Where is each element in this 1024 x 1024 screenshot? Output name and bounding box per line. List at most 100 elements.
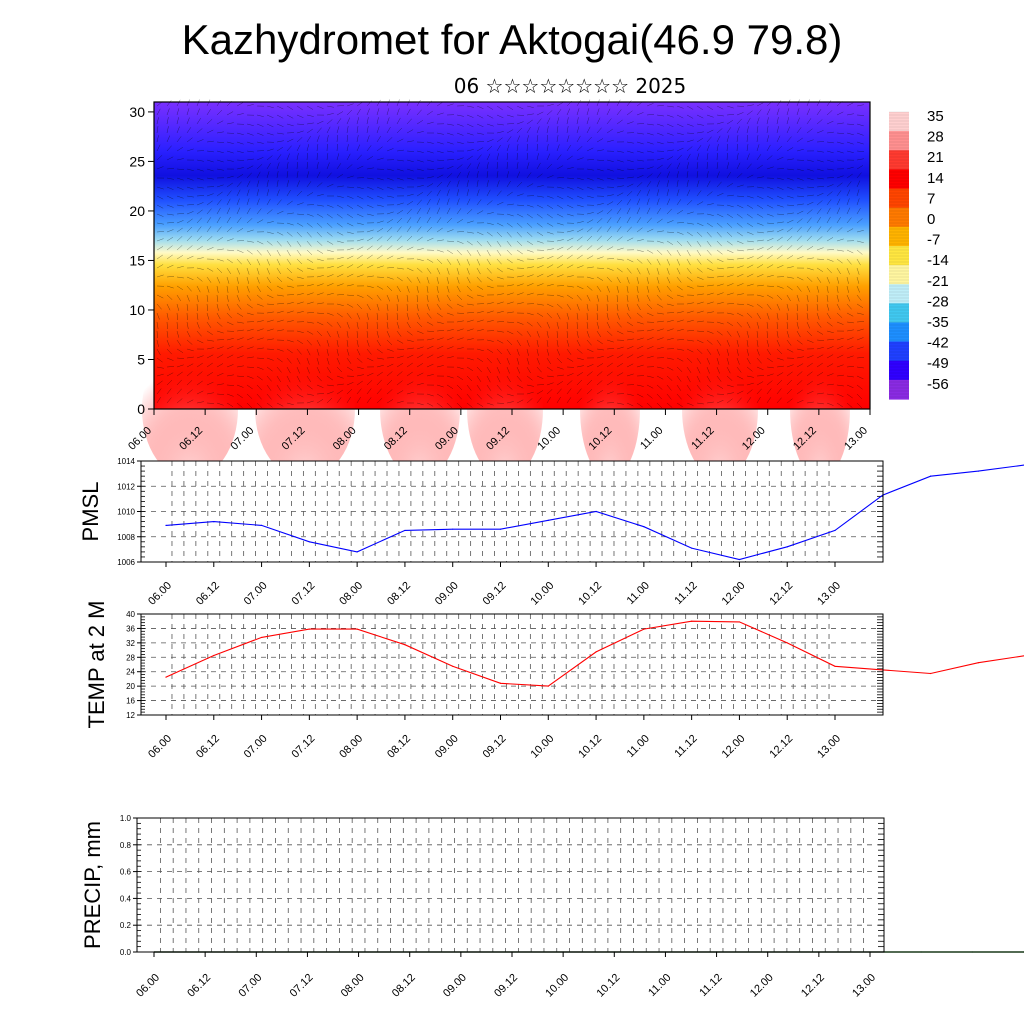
data-point [786, 546, 788, 548]
data-point [643, 628, 645, 630]
y-tick-label: 20 [129, 203, 145, 219]
colorbar-swatch [889, 341, 909, 362]
colorbar-swatch [889, 245, 909, 266]
minor-ticks [141, 613, 883, 716]
x-tick-label: 06.00 [134, 972, 162, 1000]
colorbar-swatch [889, 169, 909, 190]
y-tick-label: 0.6 [120, 868, 132, 877]
x-tick-label: 08.00 [339, 972, 367, 1000]
data-point [404, 529, 406, 532]
data-point [595, 510, 597, 513]
wind-barb-row [156, 161, 864, 172]
data-point [971, 951, 973, 953]
chart-subtitle: 06 ☆☆☆☆☆☆☆☆ 2025 [453, 74, 687, 98]
y-tick-label: 12 [126, 711, 135, 720]
wind-barb-row [156, 245, 863, 257]
precipitation-panel: 0.0 0.2 0.4 0.6 0.8 1.0 06.00 06.12 07.00 07.12 08… [80, 814, 1024, 1000]
x-tick-label: 09.12 [492, 972, 520, 1000]
colorbar-label: -49 [927, 355, 949, 372]
x-tick-label: 10.12 [576, 733, 604, 761]
x-tick-label: 09.00 [441, 972, 469, 1000]
wind-barb-row [156, 264, 860, 275]
colorbar-swatch [889, 226, 909, 247]
colorbar-swatch [889, 265, 909, 285]
wind-barb-row [156, 319, 865, 330]
wind-barb-row [156, 292, 862, 303]
data-point [691, 547, 693, 549]
y-tick-label: 0.8 [120, 841, 132, 850]
wind-barb-row [156, 354, 865, 365]
x-tick-label: 10.00 [528, 733, 556, 761]
x-tick-label: 08.12 [390, 972, 418, 1000]
data-point [452, 665, 454, 667]
x-tick-label: 09.00 [433, 580, 461, 608]
x-tick-label: 09.12 [481, 733, 509, 761]
x-tick-label: 11.12 [672, 733, 699, 760]
x-tick-label: 10.12 [594, 972, 622, 1000]
data-point [929, 672, 932, 675]
data-point [643, 526, 645, 528]
data-point [213, 654, 215, 657]
data-point [595, 651, 597, 653]
x-tick-label: 13.00 [850, 972, 878, 1000]
x-tick-label: 11.00 [638, 425, 665, 452]
data-point [547, 519, 549, 521]
colorbar-label: 14 [927, 170, 944, 187]
wind-barb-row [156, 337, 864, 347]
series-line [165, 464, 1024, 561]
data-point [547, 685, 549, 687]
colorbar-label: 28 [927, 129, 944, 146]
x-tick-label: 07.12 [290, 580, 318, 608]
data-point [404, 644, 406, 646]
grid [137, 818, 884, 952]
x-tick-label: 06.12 [194, 580, 222, 608]
x-tick-label: 11.00 [646, 972, 673, 999]
wind-barb-row [156, 235, 864, 247]
pmsl-panel: 1006 1008 1010 1012 1014 06.00 06.12 07.00 07.12… [78, 457, 1024, 608]
y-tick-label: 5 [137, 351, 145, 367]
x-tick-label: 07.00 [242, 733, 270, 761]
data-point [738, 558, 741, 561]
temperature-panel: 12 16 20 24 28 32 36 40 06.00 06.12 07.00 07.12 08.0… [84, 601, 1024, 761]
wind-barb-row [156, 283, 860, 293]
x-tick-label: 12.00 [720, 580, 748, 608]
y-tick-label: 20 [126, 682, 135, 691]
wind-barb-row [156, 273, 860, 284]
wind-barb-row [156, 189, 860, 200]
y-tick-label: 28 [126, 653, 135, 662]
x-tick-label: 11.00 [625, 580, 652, 607]
series-line [165, 620, 1024, 687]
wind-barb-row [156, 226, 864, 238]
x-tick-label: 07.00 [236, 972, 264, 1000]
data-point [834, 665, 836, 667]
data-point [499, 528, 502, 530]
wind-barb-row [156, 143, 865, 154]
data-point [738, 621, 741, 623]
data-point [308, 628, 310, 630]
colorbar-swatch [889, 207, 909, 228]
wind-barb-row [156, 198, 860, 209]
data-point [260, 636, 263, 639]
wind-barb-row [156, 345, 864, 356]
x-tick-label: 06.00 [146, 580, 174, 608]
plot-area [141, 614, 883, 715]
data-point [929, 475, 932, 477]
wind-barb-row [156, 388, 863, 400]
y-tick-label: 1.0 [120, 814, 132, 823]
x-tick-label: 08.00 [337, 580, 365, 608]
y-tick-label: 1012 [117, 482, 135, 491]
wind-barb-row [156, 134, 864, 145]
data-point [834, 529, 836, 532]
y-tick-label: 1008 [117, 533, 135, 542]
x-tick-label: 06.12 [194, 733, 222, 761]
y-tick-label: 0.2 [120, 921, 132, 930]
colorbar-label: 21 [927, 149, 944, 166]
x-tick-label: 08.00 [337, 733, 365, 761]
y-tick-label: 0.0 [120, 948, 132, 957]
wind-barb-row [156, 254, 861, 266]
data-point [920, 951, 922, 953]
wind-barb-row [156, 301, 864, 312]
y-tick-label: 32 [126, 639, 135, 648]
wind-barb-row [156, 216, 863, 228]
x-tick-label: 06.00 [146, 733, 174, 761]
